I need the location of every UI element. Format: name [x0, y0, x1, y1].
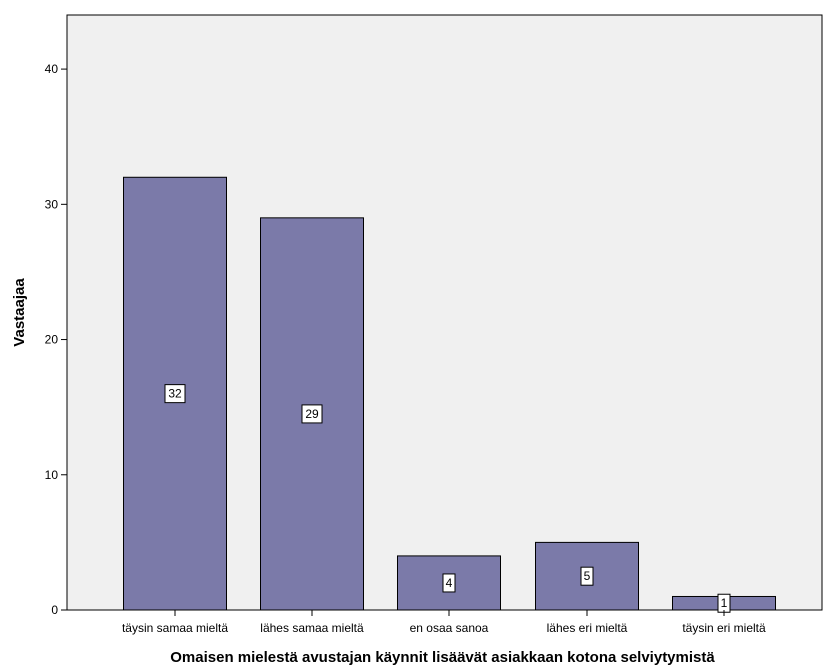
y-tick-label: 0 [51, 603, 58, 617]
data-label-box [442, 573, 456, 593]
y-tick-label: 30 [45, 197, 59, 211]
data-label: 1 [721, 596, 728, 610]
x-tick-label: täysin eri mieltä [682, 621, 766, 635]
data-label: 32 [168, 387, 182, 401]
x-tick-label: täysin samaa mieltä [122, 621, 228, 635]
bars: 32 29 4 5 1 [123, 176, 776, 613]
data-label-box [164, 384, 186, 404]
data-label: 5 [584, 569, 591, 583]
y-tick-label: 10 [45, 468, 59, 482]
x-axis: täysin samaa mieltä lähes samaa mieltä en … [122, 610, 766, 635]
x-tick-label: lähes samaa mieltä [260, 621, 364, 635]
data-label-box [301, 404, 323, 424]
y-axis-title: Vastaajaa [11, 278, 28, 347]
data-label: 4 [446, 576, 453, 590]
data-label: 29 [305, 407, 319, 421]
y-tick-label: 40 [45, 62, 59, 76]
y-axis: 0 10 20 30 40 [45, 62, 67, 617]
y-tick-label: 20 [45, 333, 59, 347]
x-axis-title: Omaisen mielestä avustajan käynnit lisää… [170, 649, 715, 666]
data-label-box [580, 566, 594, 586]
x-tick-label: lähes eri mieltä [547, 621, 628, 635]
x-tick-label: en osaa sanoa [410, 621, 489, 635]
